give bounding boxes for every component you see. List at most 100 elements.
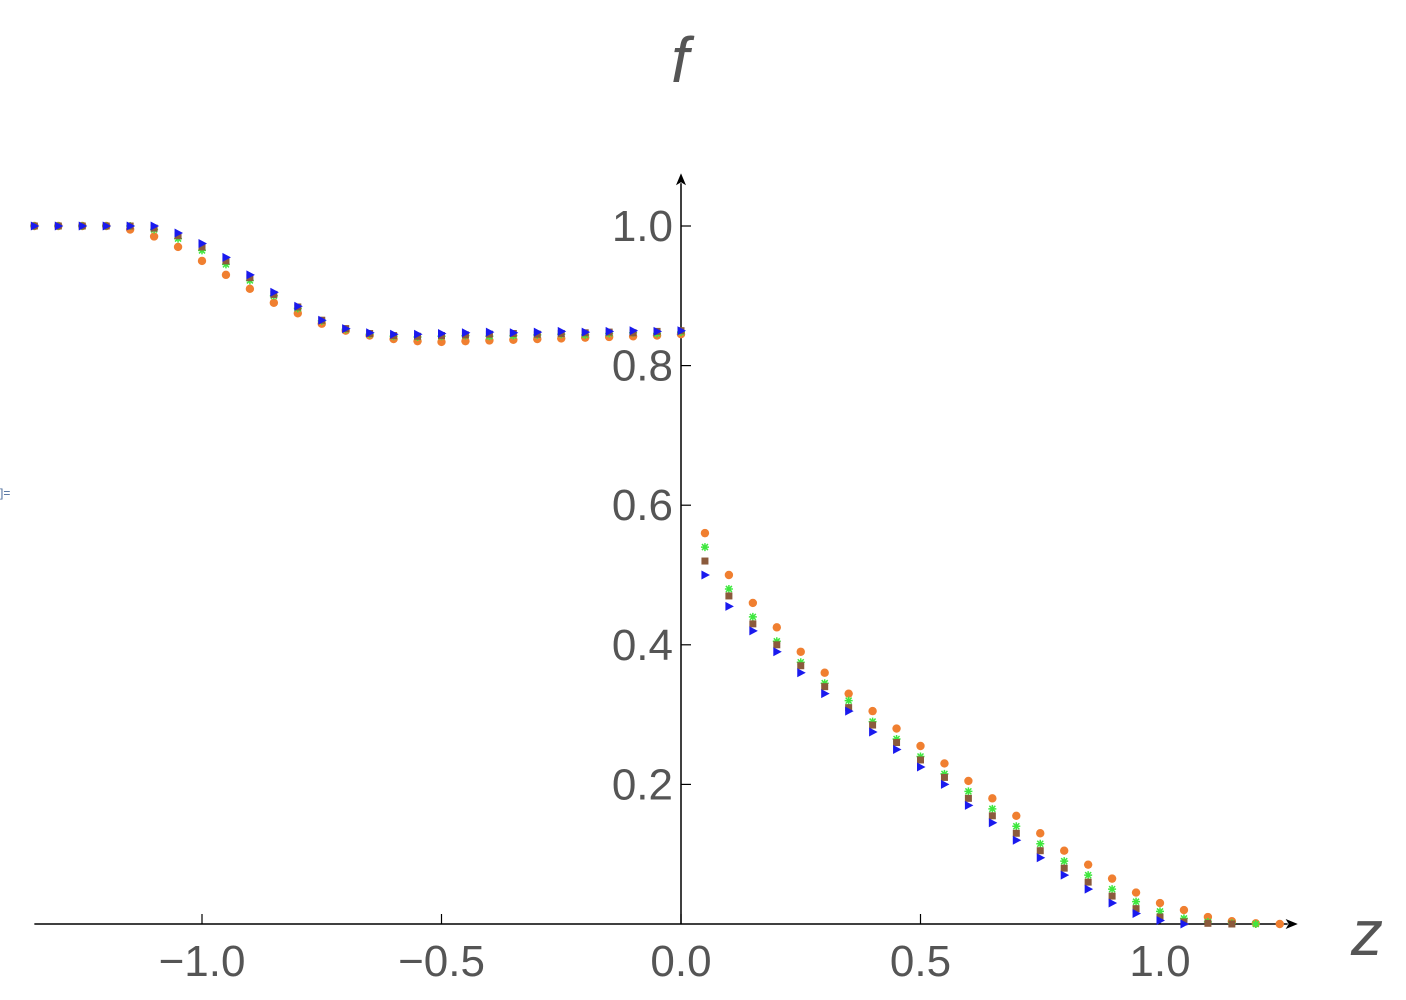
- point: [1179, 905, 1189, 915]
- point: [1084, 884, 1094, 894]
- point: [342, 324, 351, 334]
- point: [438, 328, 447, 338]
- point: [964, 787, 973, 796]
- point: [964, 776, 973, 786]
- point: [126, 221, 136, 231]
- point: [1083, 860, 1093, 869]
- point: [78, 221, 88, 231]
- point: [869, 721, 877, 729]
- point: [1156, 916, 1165, 926]
- point: [701, 570, 710, 580]
- point: [437, 337, 446, 347]
- point: [844, 689, 853, 698]
- point: [964, 800, 974, 810]
- y-axis-label: f: [671, 24, 695, 96]
- point: [1275, 919, 1284, 929]
- point: [821, 683, 829, 691]
- point: [197, 256, 207, 266]
- x-tick-label: 0.0: [650, 937, 711, 986]
- point: [893, 745, 902, 754]
- point: [772, 623, 781, 632]
- point: [245, 284, 255, 294]
- point: [893, 739, 901, 747]
- point: [1036, 839, 1045, 848]
- point: [773, 641, 781, 649]
- point: [509, 328, 519, 338]
- point: [797, 662, 805, 670]
- point: [1132, 905, 1140, 913]
- point: [1012, 829, 1020, 837]
- point: [725, 601, 734, 611]
- point: [1060, 864, 1068, 872]
- point: [1107, 874, 1117, 883]
- point: [821, 689, 830, 699]
- point: [964, 794, 972, 802]
- point: [869, 727, 878, 737]
- point: [700, 543, 709, 552]
- point: [701, 557, 709, 565]
- point: [1228, 920, 1236, 928]
- x-tick-label: −0.5: [398, 937, 485, 986]
- point: [269, 298, 279, 307]
- point: [149, 232, 159, 241]
- point: [749, 626, 758, 636]
- point: [198, 238, 207, 248]
- point: [581, 327, 591, 337]
- y-tick-label: 1.0: [612, 202, 673, 251]
- point: [246, 270, 255, 280]
- point: [629, 326, 639, 336]
- point: [174, 228, 184, 238]
- point: [390, 329, 399, 339]
- point: [294, 301, 303, 311]
- point: [1084, 871, 1093, 880]
- point: [1131, 888, 1141, 897]
- point: [1204, 919, 1212, 927]
- y-tick-label: 0.8: [612, 342, 673, 391]
- point: [414, 329, 423, 339]
- point: [1132, 897, 1141, 906]
- y-tick-label: 0.2: [612, 760, 673, 809]
- point: [54, 221, 64, 231]
- point: [1036, 829, 1045, 838]
- point: [940, 773, 948, 781]
- point: [724, 570, 734, 580]
- point: [1012, 835, 1022, 845]
- point: [1180, 919, 1189, 929]
- point: [988, 818, 998, 828]
- point: [917, 756, 924, 764]
- point: [653, 326, 663, 336]
- point: [1108, 885, 1117, 894]
- point: [557, 326, 567, 336]
- point: [461, 336, 470, 346]
- point: [318, 315, 327, 325]
- point: [1036, 853, 1046, 863]
- point: [796, 647, 805, 656]
- x-tick-label: 1.0: [1129, 937, 1190, 986]
- point: [533, 327, 543, 337]
- point: [1060, 846, 1069, 855]
- point: [844, 696, 853, 705]
- point: [102, 221, 112, 231]
- point: [748, 612, 757, 621]
- point: [461, 328, 471, 338]
- point: [868, 706, 877, 716]
- point: [605, 326, 615, 336]
- point: [30, 221, 40, 231]
- point: [1084, 878, 1092, 886]
- point: [1012, 822, 1021, 831]
- y-tick-label: 0.6: [612, 481, 673, 530]
- point: [173, 242, 183, 252]
- point: [174, 232, 182, 240]
- point: [221, 270, 231, 280]
- point: [892, 724, 901, 733]
- x-axis-label: z: [1350, 897, 1383, 969]
- point: [725, 592, 733, 600]
- point: [916, 741, 925, 751]
- point: [748, 598, 758, 608]
- point: [198, 243, 206, 251]
- point: [845, 706, 854, 716]
- point: [677, 326, 686, 336]
- point: [1060, 857, 1069, 866]
- point: [1060, 870, 1070, 880]
